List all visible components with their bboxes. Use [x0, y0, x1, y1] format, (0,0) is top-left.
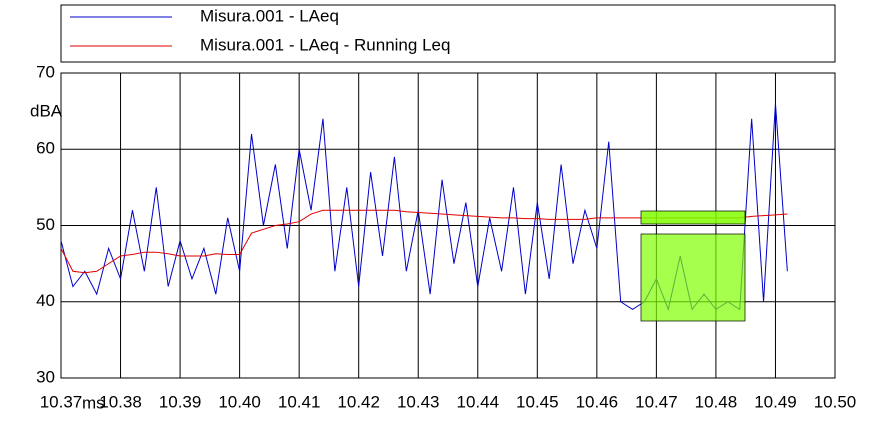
- x-tick-label: 10.37: [40, 392, 83, 411]
- legend-label: Misura.001 - LAeq - Running Leq: [200, 35, 450, 54]
- x-tick-label: 10.43: [397, 392, 440, 411]
- x-tick-label: 10.45: [516, 392, 559, 411]
- legend-box: [60, 4, 836, 63]
- x-axis-label: ms: [82, 393, 105, 412]
- x-tick-label: 10.39: [159, 392, 202, 411]
- selection-marker: [640, 210, 746, 225]
- x-tick-label: 10.42: [337, 392, 380, 411]
- y-tick-label: 30: [36, 367, 55, 386]
- y-tick-label: 60: [36, 139, 55, 158]
- x-tick-label: 10.46: [576, 392, 619, 411]
- y-axis-label: dBA: [30, 101, 63, 120]
- x-tick-label: 10.44: [456, 392, 499, 411]
- y-tick-label: 50: [36, 215, 55, 234]
- x-tick-label: 10.38: [99, 392, 142, 411]
- y-tick-label: 40: [36, 291, 55, 310]
- x-tick-label: 10.41: [278, 392, 321, 411]
- x-tick-label: 10.48: [695, 392, 738, 411]
- selection-region: [640, 233, 746, 322]
- x-tick-label: 10.40: [218, 392, 261, 411]
- x-tick-label: 10.47: [635, 392, 678, 411]
- x-tick-label: 10.50: [814, 392, 857, 411]
- y-tick-label: 70: [36, 62, 55, 81]
- legend-label: Misura.001 - LAeq: [200, 6, 339, 25]
- x-tick-label: 10.49: [754, 392, 797, 411]
